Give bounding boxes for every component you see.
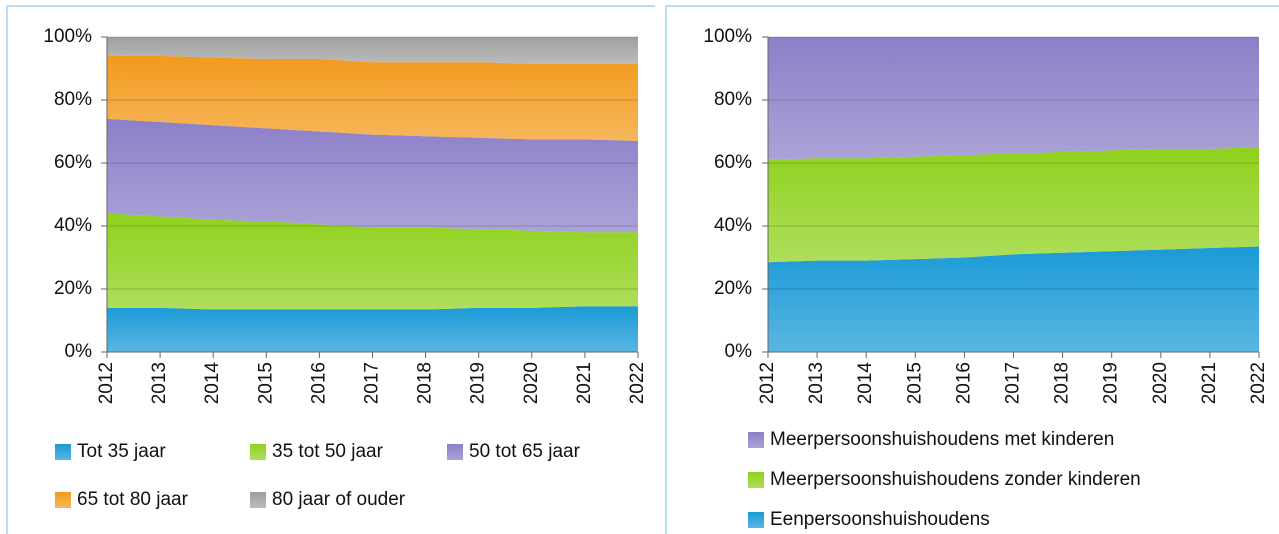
y-tick-label: 80% [54,89,92,110]
y-tick-label: 60% [54,152,92,173]
x-tick-label: 2015 [904,362,925,404]
x-tick-label: 2020 [1150,362,1171,404]
x-tick-label: 2022 [1248,362,1269,404]
x-tick-label: 2014 [202,362,223,405]
legend-label: 65 tot 80 jaar [77,489,189,510]
y-tick-label: 100% [43,26,92,47]
area [107,306,638,352]
x-tick-label: 2015 [255,362,276,404]
y-tick-label: 60% [714,152,752,173]
legend-swatch [55,492,71,508]
legend-swatch [250,492,266,508]
x-tick-label: 2018 [415,362,436,404]
x-tick-label: 2018 [1052,362,1073,404]
area [107,55,638,141]
legend-label: Meerpersoonshuishoudens met kinderen [770,429,1114,450]
legend-swatch [748,472,764,488]
x-tick-label: 2017 [1003,362,1024,404]
y-tick-label: 40% [54,215,92,236]
x-tick-label: 2014 [855,362,876,405]
y-tick-label: 20% [54,278,92,299]
area [107,213,638,310]
legend-label: Tot 35 jaar [77,441,166,462]
x-tick-label: 2019 [468,362,489,404]
x-tick-label: 2012 [96,362,117,404]
legend-label: 80 jaar of ouder [272,489,406,510]
y-tick-label: 0% [725,341,753,362]
legend-swatch [748,432,764,448]
y-tick-label: 100% [703,26,752,47]
x-tick-label: 2013 [149,362,170,404]
legend-label: Eenpersoonshuishoudens [770,509,990,530]
x-tick-label: 2013 [806,362,827,404]
legend-swatch [447,444,463,460]
x-tick-label: 2017 [362,362,383,404]
x-tick-label: 2021 [574,362,595,404]
x-tick-label: 2022 [627,362,648,404]
x-tick-label: 2019 [1101,362,1122,404]
x-tick-label: 2016 [953,362,974,404]
y-tick-label: 0% [65,341,93,362]
legend-swatch [748,512,764,528]
area [768,147,1259,263]
legend-label: 50 tot 65 jaar [469,441,581,462]
y-tick-label: 80% [714,89,752,110]
area [107,37,638,64]
y-tick-label: 40% [714,215,752,236]
legend-label: 35 tot 50 jaar [272,441,384,462]
x-tick-label: 2020 [521,362,542,404]
legend-swatch [250,444,266,460]
legend-label: Meerpersoonshuishoudens zonder kinderen [770,469,1141,490]
area [107,118,638,233]
area [768,246,1259,352]
legend-swatch [55,444,71,460]
area [768,37,1259,160]
x-tick-label: 2021 [1199,362,1220,404]
y-tick-label: 20% [714,278,752,299]
x-tick-label: 2016 [308,362,329,404]
x-tick-label: 2012 [757,362,778,404]
